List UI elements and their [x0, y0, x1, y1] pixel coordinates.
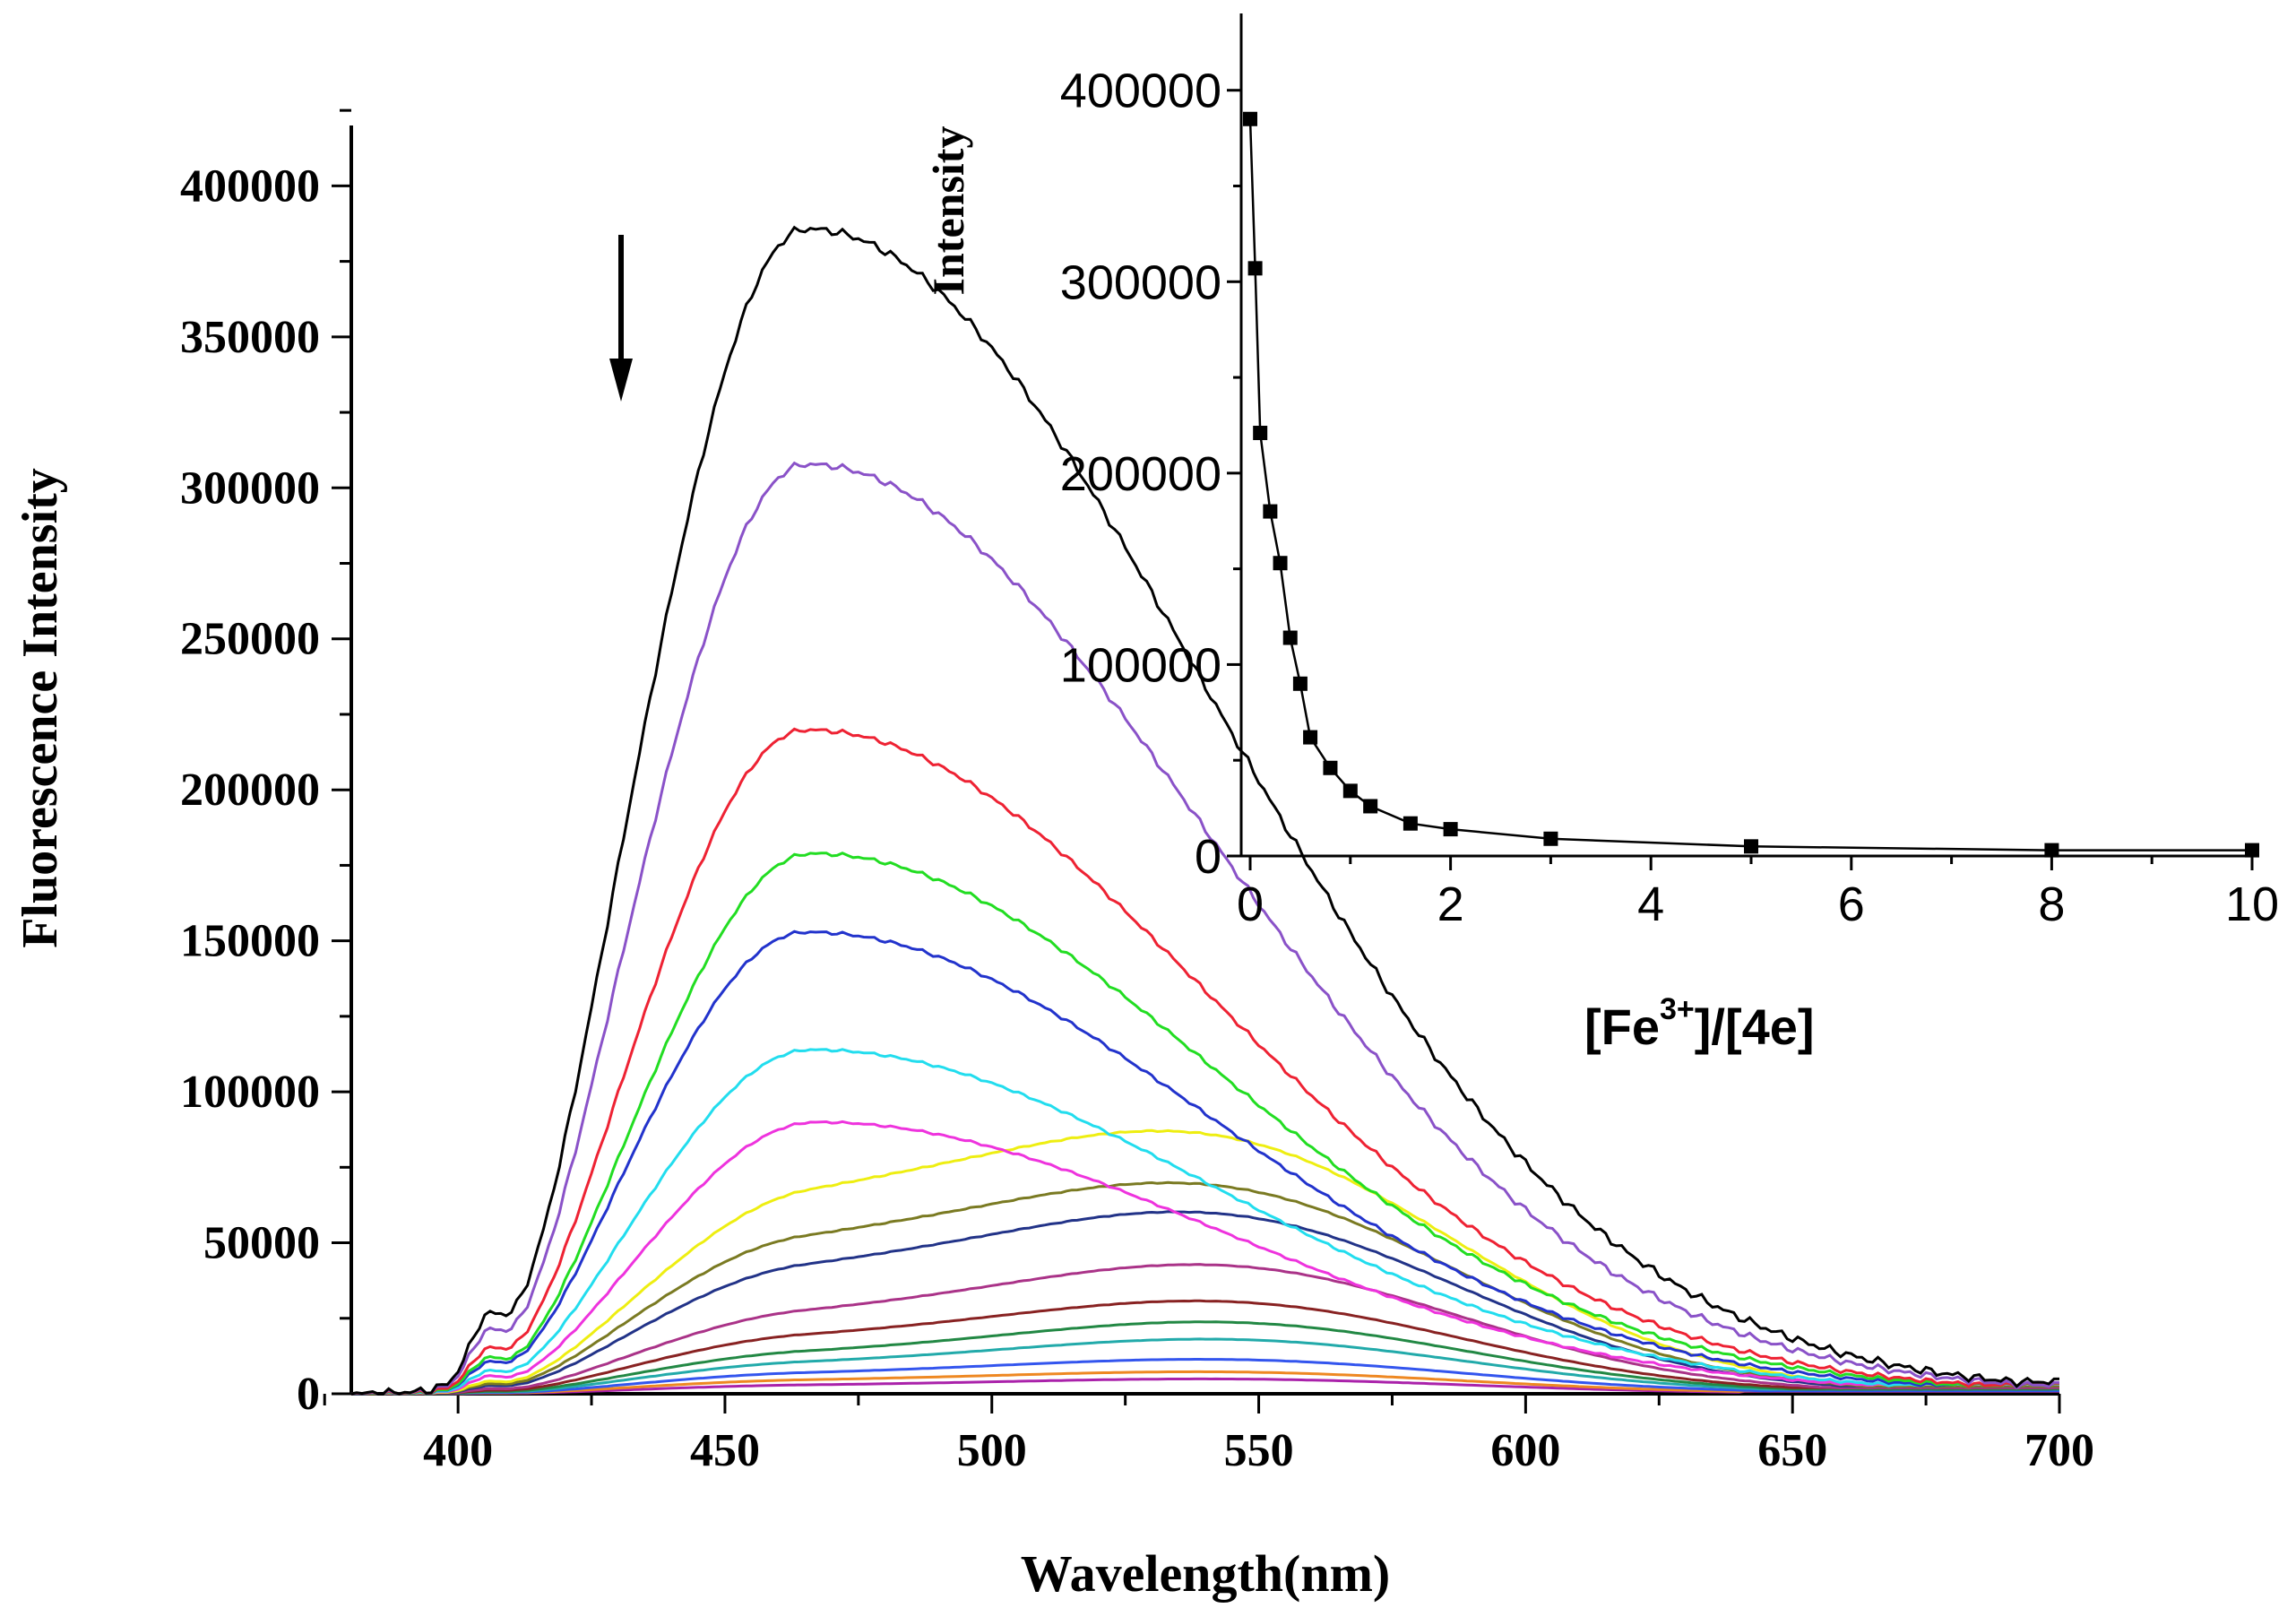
- y-tick-label: 250000: [180, 614, 320, 665]
- inset-data-point: [1303, 730, 1318, 745]
- spectrum-line: [350, 852, 2060, 1396]
- inset-x-tick-label: 6: [1838, 877, 1865, 931]
- x-axis-label: Wavelength(nm): [1021, 1544, 1390, 1603]
- inset-x-tick-label: 10: [2225, 877, 2279, 931]
- inset-y-tick-label: 0: [1195, 830, 1221, 884]
- x-tick-label: 550: [1224, 1425, 1294, 1476]
- x-tick-label: 500: [957, 1425, 1027, 1476]
- inset-fit-line: [1248, 118, 2252, 852]
- y-tick-label: 400000: [180, 160, 320, 212]
- spectrum-line: [350, 461, 2059, 1396]
- spectrum-line: [350, 1299, 2059, 1396]
- inset-x-tick-label: 4: [1637, 877, 1664, 931]
- y-tick-label: 350000: [180, 312, 320, 363]
- spectra-curves: [350, 225, 2060, 1396]
- x-tick-label: 650: [1757, 1425, 1827, 1476]
- inset-x-tick-label: 2: [1437, 877, 1464, 931]
- inset-data-point: [1443, 822, 1458, 837]
- inset-data-point: [1403, 816, 1418, 831]
- inset-data-point: [1323, 760, 1338, 775]
- inset-data-point: [1253, 426, 1268, 441]
- inset-y-axis-label: Intensity: [923, 126, 973, 296]
- inset-chart: 0 2 4 6 8 10 0 100000 200000 300000 400000 Intens…: [923, 13, 2279, 1055]
- inset-data-point: [2245, 843, 2259, 858]
- y-tick-label: 0: [297, 1369, 320, 1420]
- inset-x-axis-label: [Fe3+]/[4e]: [1584, 992, 1815, 1055]
- spectrum-line: [350, 1120, 2059, 1396]
- spectrum-line: [350, 727, 2059, 1396]
- spectrum-line: [350, 1048, 2059, 1396]
- inset-data-point: [1292, 676, 1308, 691]
- inset-x-tick-label: 8: [2038, 877, 2065, 931]
- y-tick-label: 50000: [203, 1218, 320, 1269]
- decrease-arrow: [609, 235, 633, 402]
- inset-y-tick-label: 100000: [1060, 638, 1221, 692]
- inset-data-point: [1247, 261, 1263, 276]
- inset-y-tick-label: 200000: [1060, 447, 1221, 501]
- spectrum-line: [351, 1358, 2059, 1396]
- y-axis-label: Fluorescence Intensity: [13, 468, 68, 948]
- x-tick-label: 450: [690, 1425, 760, 1476]
- main-axes: 400 450 500 550 600 650 700 050000100000150000…: [180, 108, 2094, 1476]
- inset-y-tick-label: 400000: [1060, 65, 1221, 118]
- inset-data-point: [1263, 504, 1278, 519]
- y-tick-label: 300000: [180, 463, 320, 514]
- spectrum-line: [351, 1320, 2059, 1396]
- spectrum-line: [350, 1128, 2059, 1396]
- spectrum-line: [350, 1263, 2059, 1396]
- inset-data-point: [1273, 556, 1288, 571]
- x-tick-label: 700: [2024, 1425, 2094, 1476]
- spectrum-line: [350, 929, 2060, 1396]
- y-tick-label: 150000: [180, 916, 320, 967]
- inset-data-point: [1243, 111, 1257, 126]
- x-tick-label: 600: [1490, 1425, 1560, 1476]
- inset-data-point: [1543, 831, 1558, 846]
- spectrum-line: [350, 225, 2059, 1396]
- inset-x-tick-label: 0: [1237, 877, 1264, 931]
- y-tick-label: 200000: [180, 765, 320, 816]
- x-tick-label: 400: [423, 1425, 493, 1476]
- inset-data-point: [1342, 783, 1358, 799]
- inset-data-point: [1363, 799, 1378, 814]
- inset-data-point: [1744, 839, 1758, 854]
- inset-y-tick-label: 300000: [1060, 255, 1221, 309]
- inset-data-point: [2044, 843, 2059, 858]
- inset-data-point: [1282, 630, 1298, 645]
- y-tick-label: 100000: [180, 1067, 320, 1118]
- spectrum-line: [350, 1210, 2059, 1396]
